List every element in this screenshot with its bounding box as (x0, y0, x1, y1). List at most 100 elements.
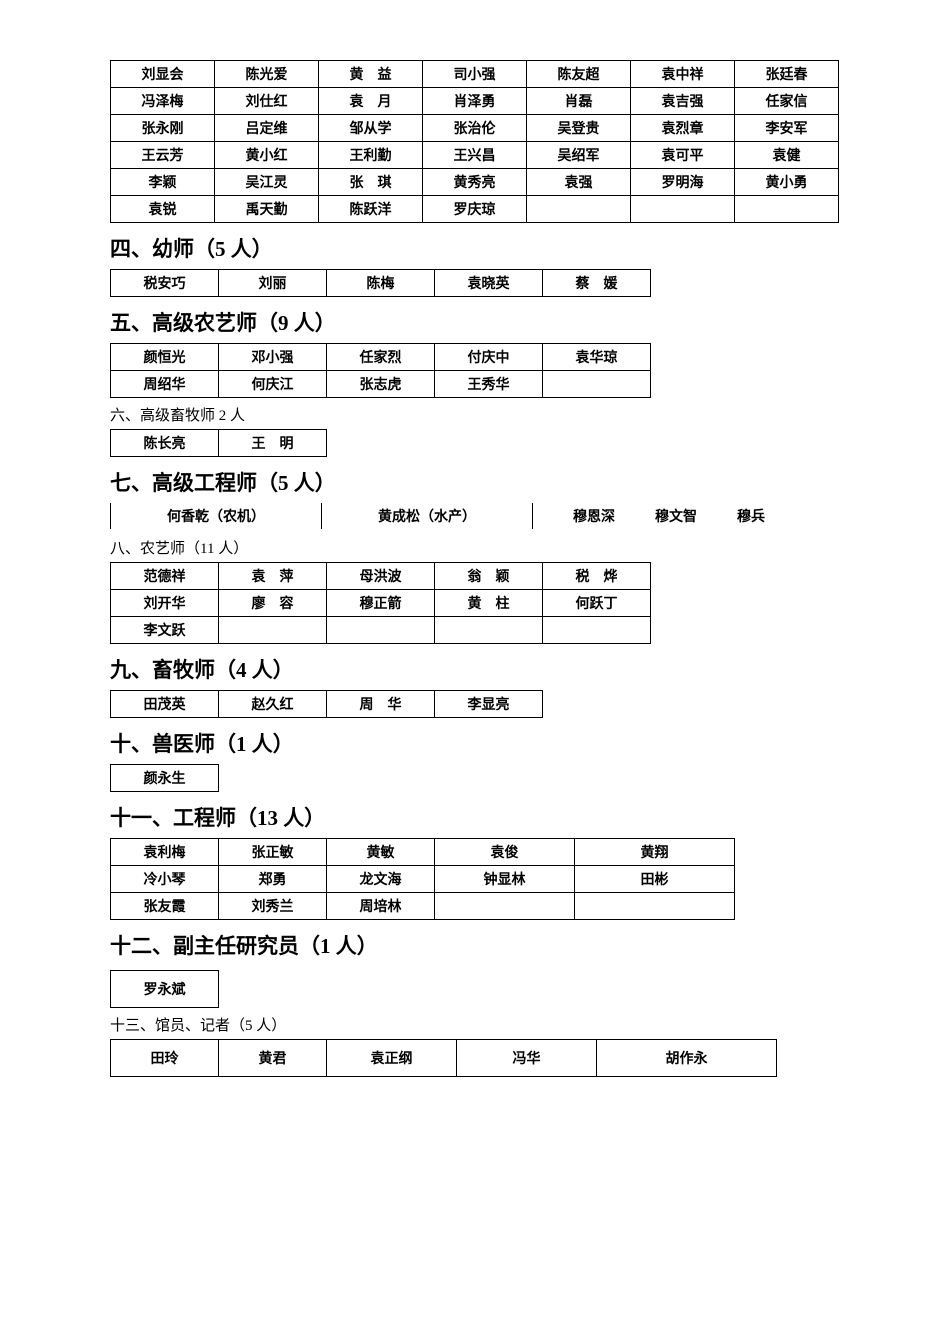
cell: 吕定维 (215, 115, 319, 142)
cell: 袁晓英 (435, 270, 543, 297)
cell: 袁利梅 (111, 839, 219, 866)
cell: 罗永斌 (111, 971, 219, 1008)
cell: 冯泽梅 (111, 88, 215, 115)
cell: 颜永生 (111, 765, 219, 792)
cell: 张廷春 (735, 61, 839, 88)
cell: 周培林 (327, 893, 435, 920)
section-7-row: 何香乾（农机） 黄成松（水产） 穆恩深 穆文智 穆兵 (110, 503, 840, 529)
cell (543, 617, 651, 644)
cell: 张正敏 (219, 839, 327, 866)
cell: 周 华 (327, 691, 435, 718)
cell: 冷小琴 (111, 866, 219, 893)
cell: 张友霞 (111, 893, 219, 920)
cell: 赵久红 (219, 691, 327, 718)
cell: 范德祥 (111, 563, 219, 590)
table-s10: 颜永生 (110, 764, 219, 792)
section-12-title: 十二、副主任研究员（1 人） (110, 930, 840, 960)
cell: 穆正箭 (327, 590, 435, 617)
cell: 袁吉强 (631, 88, 735, 115)
cell: 罗庆琼 (423, 196, 527, 223)
table-s4: 税安巧 刘丽 陈梅 袁晓英 蔡 媛 (110, 269, 651, 297)
cell: 田玲 (111, 1040, 219, 1077)
section-7-title: 七、高级工程师（5 人） (110, 467, 840, 497)
cell: 肖磊 (527, 88, 631, 115)
cell: 税安巧 (111, 270, 219, 297)
cell: 黄小勇 (735, 169, 839, 196)
cell: 袁中祥 (631, 61, 735, 88)
cell: 郑勇 (219, 866, 327, 893)
cell: 袁锐 (111, 196, 215, 223)
cell: 刘丽 (219, 270, 327, 297)
cell: 张 琪 (319, 169, 423, 196)
cell: 袁 月 (319, 88, 423, 115)
cell: 李显亮 (435, 691, 543, 718)
cell: 钟显林 (435, 866, 575, 893)
cell: 周绍华 (111, 371, 219, 398)
cell: 刘仕红 (215, 88, 319, 115)
cell: 司小强 (423, 61, 527, 88)
cell: 黄翔 (575, 839, 735, 866)
cell: 吴绍军 (527, 142, 631, 169)
cell: 袁健 (735, 142, 839, 169)
table-s6: 陈长亮 王 明 (110, 429, 327, 457)
cell (543, 371, 651, 398)
cell: 王云芳 (111, 142, 215, 169)
cell: 龙文海 (327, 866, 435, 893)
cell: 胡作永 (597, 1040, 777, 1077)
table-s5: 颜恒光 邓小强 任家烈 付庆中 袁华琼 周绍华 何庆江 张志虎 王秀华 (110, 343, 651, 398)
section-4-title: 四、幼师（5 人） (110, 233, 840, 263)
cell: 袁 萍 (219, 563, 327, 590)
cell (327, 617, 435, 644)
cell: 陈梅 (327, 270, 435, 297)
cell (631, 196, 735, 223)
cell: 黄秀亮 (423, 169, 527, 196)
section-8-title: 八、农艺师（11 人） (110, 537, 840, 558)
cell (527, 196, 631, 223)
name-text: 穆恩深 (573, 506, 615, 526)
cell: 田茂英 (111, 691, 219, 718)
cell: 黄 益 (319, 61, 423, 88)
name-text: 穆兵 (737, 506, 765, 526)
table-s11: 袁利梅 张正敏 黄敏 袁俊 黄翔 冷小琴 郑勇 龙文海 钟显林 田彬 张友霞 刘… (110, 838, 735, 920)
cell: 王兴昌 (423, 142, 527, 169)
table-s12: 罗永斌 (110, 970, 219, 1008)
cell: 黄成松（水产） (322, 503, 533, 529)
section-11-title: 十一、工程师（13 人） (110, 802, 840, 832)
cell: 李文跃 (111, 617, 219, 644)
cell: 袁华琼 (543, 344, 651, 371)
cell: 陈光爱 (215, 61, 319, 88)
section-13-title: 十三、馆员、记者（5 人） (110, 1014, 840, 1035)
cell (735, 196, 839, 223)
cell: 黄 柱 (435, 590, 543, 617)
cell: 张治伦 (423, 115, 527, 142)
cell: 陈长亮 (111, 430, 219, 457)
cell: 袁烈章 (631, 115, 735, 142)
table-s9: 田茂英 赵久红 周 华 李显亮 (110, 690, 543, 718)
cell: 刘开华 (111, 590, 219, 617)
cell (219, 617, 327, 644)
cell: 黄小红 (215, 142, 319, 169)
cell: 王利勤 (319, 142, 423, 169)
cell: 袁俊 (435, 839, 575, 866)
table-top: 刘显会 陈光爱 黄 益 司小强 陈友超 袁中祥 张廷春 冯泽梅 刘仕红 袁 月 … (110, 60, 839, 223)
cell: 刘显会 (111, 61, 215, 88)
table-s8: 范德祥 袁 萍 母洪波 翁 颖 税 烨 刘开华 廖 容 穆正箭 黄 柱 何跃丁 … (110, 562, 651, 644)
cell: 袁强 (527, 169, 631, 196)
cell: 禹天勤 (215, 196, 319, 223)
cell: 陈友超 (527, 61, 631, 88)
cell: 王 明 (219, 430, 327, 457)
cell: 黄敏 (327, 839, 435, 866)
cell: 付庆中 (435, 344, 543, 371)
cell: 任家烈 (327, 344, 435, 371)
cell: 刘秀兰 (219, 893, 327, 920)
cell: 陈跃洋 (319, 196, 423, 223)
cell (435, 617, 543, 644)
cell: 母洪波 (327, 563, 435, 590)
cell: 张志虎 (327, 371, 435, 398)
cell (435, 893, 575, 920)
cell: 吴登贵 (527, 115, 631, 142)
cell: 何香乾（农机） (110, 503, 322, 529)
cell: 罗明海 (631, 169, 735, 196)
cell: 冯华 (457, 1040, 597, 1077)
cell: 李安军 (735, 115, 839, 142)
